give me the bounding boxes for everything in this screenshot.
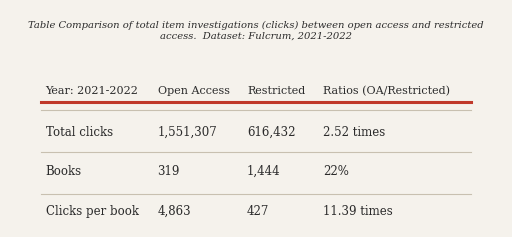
Text: Table Comparison of total item investigations (clicks) between open access and r: Table Comparison of total item investiga… (28, 21, 484, 41)
Text: 1,444: 1,444 (247, 165, 281, 178)
Text: Clicks per book: Clicks per book (46, 205, 139, 218)
Text: Total clicks: Total clicks (46, 126, 113, 139)
Text: 616,432: 616,432 (247, 126, 295, 139)
Text: Restricted: Restricted (247, 86, 305, 96)
Text: 4,863: 4,863 (158, 205, 191, 218)
Text: Year: 2021-2022: Year: 2021-2022 (46, 86, 138, 96)
Text: 1,551,307: 1,551,307 (158, 126, 217, 139)
Text: 11.39 times: 11.39 times (323, 205, 393, 218)
Text: Ratios (OA/Restricted): Ratios (OA/Restricted) (323, 86, 450, 96)
Text: 22%: 22% (323, 165, 349, 178)
Text: 2.52 times: 2.52 times (323, 126, 386, 139)
Text: 319: 319 (158, 165, 180, 178)
Text: Open Access: Open Access (158, 86, 229, 96)
Text: Books: Books (46, 165, 82, 178)
Text: 427: 427 (247, 205, 269, 218)
